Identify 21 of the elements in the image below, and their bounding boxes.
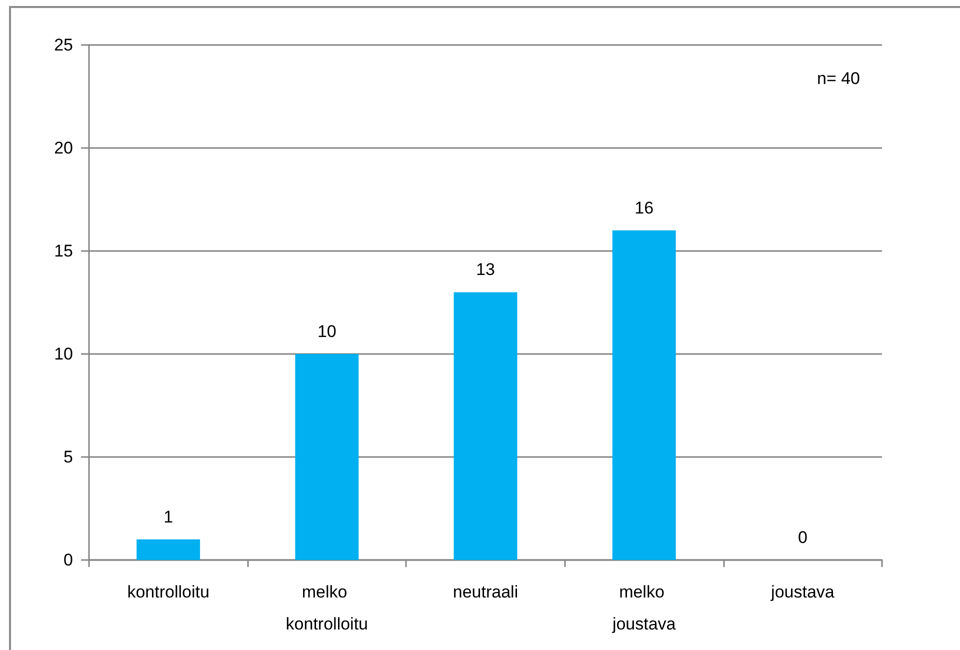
x-tick-label: kontrolloitu bbox=[127, 582, 210, 602]
annotation: n= 40 bbox=[816, 69, 860, 88]
bar bbox=[136, 539, 200, 560]
y-tick-label: 15 bbox=[54, 242, 73, 260]
data-label: 13 bbox=[476, 260, 495, 280]
x-tick-label: melko joustava bbox=[611, 582, 676, 634]
y-tick-label: 25 bbox=[54, 36, 73, 54]
x-tick-label: melko kontrolloitu bbox=[286, 582, 368, 634]
data-label: 1 bbox=[164, 507, 174, 526]
data-label: 16 bbox=[634, 198, 654, 218]
bar bbox=[612, 230, 676, 560]
x-tick-label: joustava bbox=[770, 582, 835, 602]
bar bbox=[295, 354, 359, 560]
y-tick-label: 10 bbox=[54, 344, 73, 364]
y-tick-label: 5 bbox=[64, 448, 73, 466]
data-label: 10 bbox=[317, 322, 336, 341]
y-tick-label: 20 bbox=[54, 138, 73, 158]
y-tick-label: 0 bbox=[64, 550, 73, 570]
x-tick-label: neutraali bbox=[452, 582, 518, 602]
data-label: 0 bbox=[798, 528, 808, 547]
bar bbox=[454, 292, 518, 560]
